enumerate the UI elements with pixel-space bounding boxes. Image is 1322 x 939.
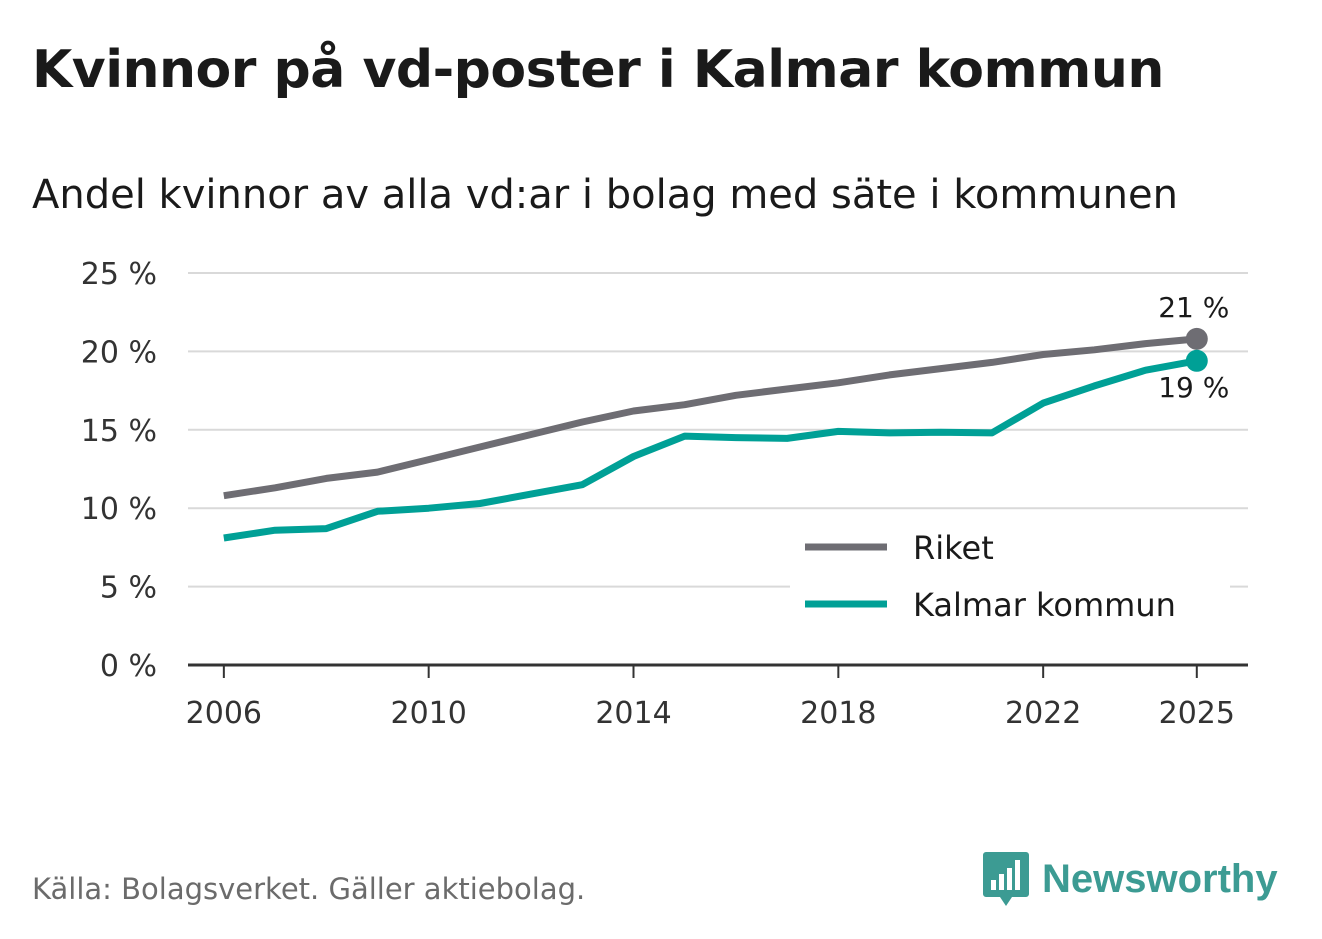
series-line-riket: [223, 335, 1198, 500]
legend-label-riket: Riket: [913, 529, 994, 567]
brand-name: Newsworthy: [1042, 856, 1278, 901]
y-tick-label: 20 %: [81, 335, 157, 370]
legend: Riket Kalmar kommun: [790, 513, 1230, 641]
x-tick-label: 2010: [390, 696, 466, 731]
end-point-riket: [1185, 327, 1208, 350]
end-label-kalmar: 19 %: [1158, 371, 1229, 404]
end-point-kalmar: [1185, 349, 1208, 372]
series-lines: [223, 327, 1208, 542]
y-axis-ticks: 0 % 5 % 10 % 15 % 20 % 25 %: [81, 257, 157, 684]
newsworthy-logo-icon: [983, 852, 1029, 906]
legend-label-kalmar: Kalmar kommun: [913, 586, 1176, 624]
x-tick-label: 2025: [1159, 696, 1235, 731]
legend-background: [790, 513, 1230, 641]
x-axis-ticks: 2006 2010 2014 2018 2022 2025: [186, 663, 1248, 731]
source-note: Källa: Bolagsverket. Gäller aktiebolag.: [32, 872, 586, 906]
chart-title: Kvinnor på vd-poster i Kalmar kommun: [32, 40, 1164, 100]
x-tick-label: 2018: [800, 696, 876, 731]
end-label-riket: 21 %: [1158, 291, 1229, 324]
x-tick-label: 2022: [1005, 696, 1081, 731]
brand-logo: Newsworthy: [982, 850, 1278, 908]
y-tick-label: 25 %: [81, 257, 157, 292]
y-tick-label: 0 %: [100, 649, 157, 684]
end-labels: 21 % 19 %: [1158, 291, 1229, 404]
y-tick-label: 5 %: [100, 571, 157, 606]
y-tick-label: 15 %: [81, 414, 157, 449]
x-tick-label: 2006: [186, 696, 262, 731]
x-tick-label: 2014: [595, 696, 671, 731]
y-tick-label: 10 %: [81, 492, 157, 527]
series-line-kalmar: [223, 357, 1198, 542]
chart-subtitle: Andel kvinnor av alla vd:ar i bolag med …: [32, 172, 1178, 218]
